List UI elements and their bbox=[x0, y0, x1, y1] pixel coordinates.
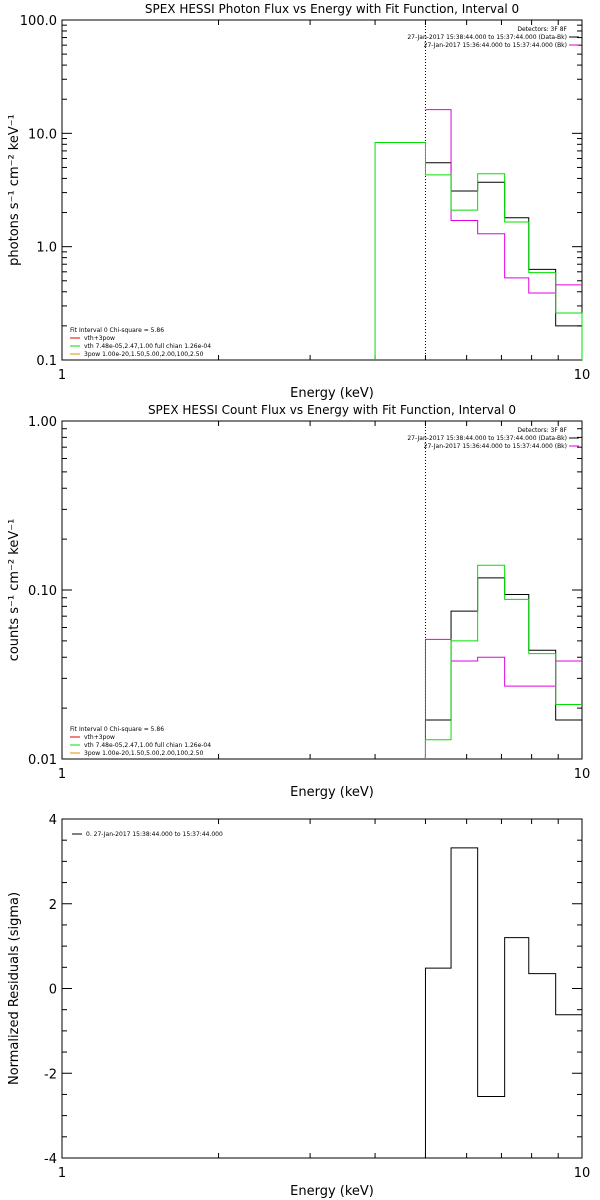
y-tick-label: 0.01 bbox=[28, 753, 57, 768]
y-axis-label: counts s⁻¹ cm⁻² keV⁻¹ bbox=[7, 519, 22, 662]
x-tick-label: 10 bbox=[574, 1166, 591, 1181]
x-axis-label: Energy (keV) bbox=[290, 1184, 374, 1199]
y-tick-label: 2 bbox=[49, 898, 57, 913]
x-tick-label: 10 bbox=[574, 767, 591, 782]
y-tick-label: -2 bbox=[44, 1067, 57, 1082]
x-tick-label: 10 bbox=[574, 368, 591, 383]
legend-text: 27-Jan-2017 15:36:44.000 to 15:37:44.000… bbox=[424, 42, 567, 49]
series-bk bbox=[424, 638, 582, 759]
legend-text: 27-Jan-2017 15:36:44.000 to 15:37:44.000… bbox=[424, 443, 567, 450]
y-tick-label: 1.0 bbox=[36, 241, 57, 256]
y-tick-label: -4 bbox=[44, 1152, 57, 1167]
y-tick-label: 4 bbox=[49, 813, 57, 828]
series-bk bbox=[425, 109, 582, 294]
y-tick-label: 0.10 bbox=[28, 584, 57, 599]
legend-text: 3pow 1.00e-20,1.50,5.00,2.00,100,2.50 bbox=[84, 351, 204, 358]
x-tick-label: 1 bbox=[58, 767, 66, 782]
legend-text: vth 7.48e-05,2.47,1.00 full chian 1.26e-… bbox=[84, 742, 211, 749]
y-tick-label: 10.0 bbox=[28, 127, 57, 142]
plot-frame bbox=[61, 420, 583, 760]
legend-text: 3pow 1.00e-20,1.50,5.00,2.00,100,2.50 bbox=[84, 750, 204, 757]
y-tick-label: 0.1 bbox=[36, 354, 57, 369]
chart-title: SPEX HESSI Photon Flux vs Energy with Fi… bbox=[145, 2, 519, 16]
legend-text: Fit Interval 0 Chi-square = 5.86 bbox=[70, 327, 164, 334]
x-axis-label: Energy (keV) bbox=[290, 785, 374, 800]
x-axis-label: Energy (keV) bbox=[290, 386, 374, 401]
plot-frame bbox=[61, 19, 583, 361]
legend-text: Fit Interval 0 Chi-square = 5.86 bbox=[70, 726, 164, 733]
chart-title: SPEX HESSI Count Flux vs Energy with Fit… bbox=[148, 403, 516, 417]
legend-text: vth 7.48e-05,2.47,1.00 full chian 1.26e-… bbox=[84, 343, 211, 350]
series-data-bk bbox=[425, 162, 582, 327]
series-vth-3pow bbox=[424, 564, 582, 759]
chart-panel-3: 1 10 -4 -2 0 2 4 Energy (keV) Normalized Residua… bbox=[7, 813, 590, 1199]
legend-text: 27-Jan-2017 15:38:44.000 to 15:37:44.000… bbox=[407, 34, 567, 41]
legend-text: 27-Jan-2017 15:38:44.000 to 15:37:44.000… bbox=[407, 435, 567, 442]
chart-panel-2: 1 10 0.01 0.10 1.00 Energy (keV) counts s⁻¹ cm… bbox=[7, 403, 590, 800]
x-tick-label: 1 bbox=[58, 368, 66, 383]
series-residuals bbox=[424, 847, 582, 1158]
legend-text: vth+3pow bbox=[84, 335, 115, 342]
y-tick-label: 100.0 bbox=[20, 14, 57, 29]
legend-text: Detectors: 3F 8F bbox=[517, 26, 567, 33]
legend-text: 0. 27-Jan-2017 15:38:44.000 to 15:37:44.… bbox=[86, 831, 223, 838]
chart-panel-1: 1 10 0.1 1.0 10.0 100.0 Energy (keV) photons s⁻… bbox=[7, 2, 590, 401]
series-data-bk bbox=[424, 577, 582, 759]
x-tick-label: 1 bbox=[58, 1166, 66, 1181]
y-axis-label: Normalized Residuals (sigma) bbox=[7, 892, 22, 1085]
legend-text: vth+3pow bbox=[84, 734, 115, 741]
legend-text: Detectors: 3F 8F bbox=[517, 427, 567, 434]
y-axis-label: photons s⁻¹ cm⁻² keV⁻¹ bbox=[7, 114, 22, 266]
y-tick-label: 0 bbox=[49, 983, 57, 998]
y-tick-label: 1.00 bbox=[28, 415, 57, 430]
series-vth-3pow bbox=[374, 142, 583, 360]
plot-frame bbox=[61, 818, 583, 1159]
